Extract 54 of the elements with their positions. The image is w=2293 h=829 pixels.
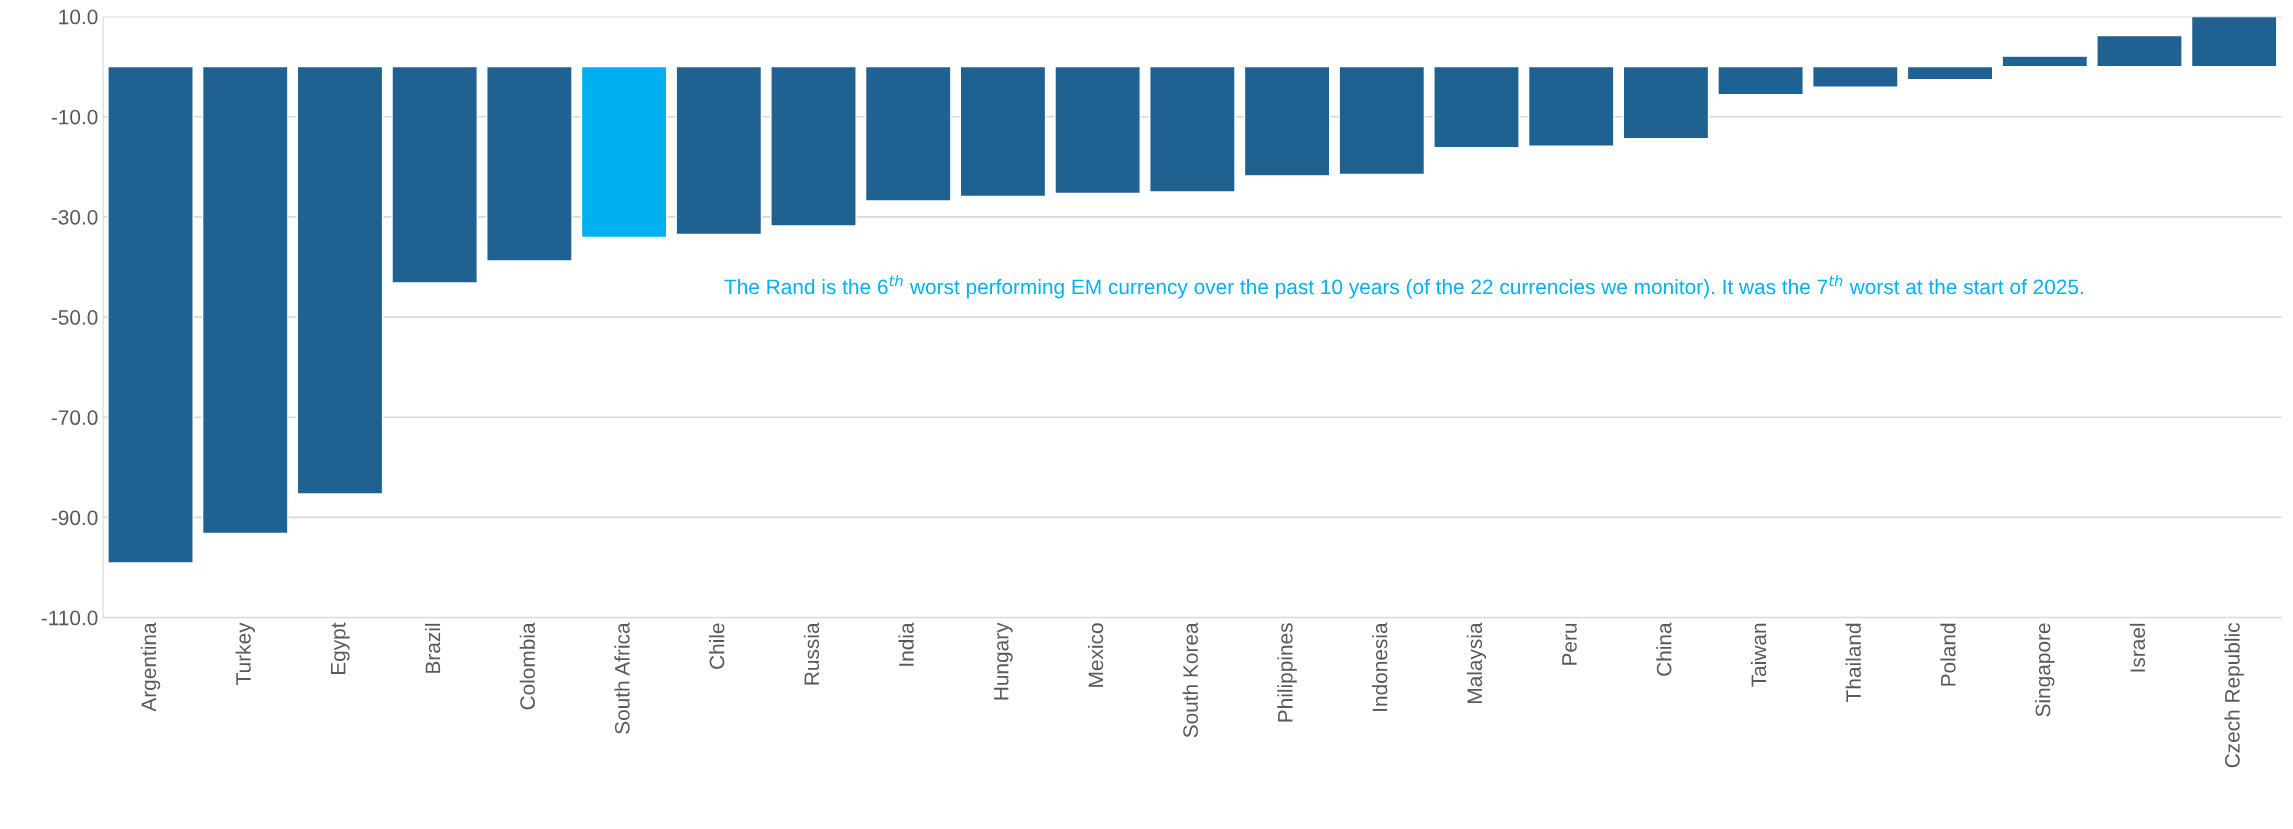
bar [201,65,289,535]
x-tick-label: China [1656,622,1672,676]
x-tick-label: Turkey [235,622,255,685]
bar [1812,65,1899,88]
bar [107,65,194,564]
bar [1149,65,1236,193]
bar [2190,16,2278,68]
x-tick-label: Philippines [1277,623,1297,722]
x-tick-label: Indonesia [1372,622,1388,711]
x-tick-label: Czech Republic [2224,623,2244,768]
x-tick-label: Brazil [424,623,441,673]
bar [2096,34,2183,68]
x-tick-label: Israel [2129,623,2146,672]
x-tick-label: South Africa [614,622,630,734]
x-tick-label: Argentina [140,622,161,712]
x-tick-label: Mexico [1087,623,1104,687]
bar [1622,65,1710,140]
bar [1717,65,1804,96]
bar [1243,65,1331,177]
bar [770,65,857,227]
bar [391,65,478,284]
annotation: The Rand is the 6$^{th}$ worst performing EM currency over the past 10 years (of the 22 currencies we monitor). It was the 7$^{th}$ worst at the start of 2025. [724,275,2083,299]
y-tick-label: -90.0 [51,510,98,526]
x-tick-label: Russia [803,622,820,685]
y-tick-label: -110.0 [41,610,98,626]
x-tick-label: Singapore [2035,623,2055,717]
x-tick-label: Poland [1940,623,1956,686]
x-tick-label: Egypt [331,622,350,675]
y-tick-label: -50.0 [51,310,98,325]
bar [959,65,1047,198]
x-tick-label: Thailand [1845,623,1861,702]
x-tick-label: Taiwan [1750,623,1767,687]
bar [1338,65,1426,176]
bar [580,65,668,239]
bar [486,65,573,262]
y-tick-label: -70.0 [51,410,98,426]
x-tick-label: Chile [709,623,725,669]
x-tick-label: Peru [1562,623,1577,665]
bar [296,65,384,495]
x-tick-label: India [898,622,914,666]
bar [1906,65,1994,81]
y-tick-label: -30.0 [51,209,98,225]
y-tick-label: -10.0 [51,109,98,125]
bar [675,65,763,236]
bar [1527,65,1615,147]
x-tick-label: Malaysia [1466,622,1487,703]
x-tick-label: South Korea [1182,622,1198,738]
bar [1433,65,1520,149]
bar [2001,55,2089,68]
bar [1054,65,1141,195]
x-tick-label: Hungary [993,622,1013,700]
y-tick-label: 10.0 [59,9,98,25]
bar [864,65,952,202]
x-tick-label: Colombia [519,622,535,710]
